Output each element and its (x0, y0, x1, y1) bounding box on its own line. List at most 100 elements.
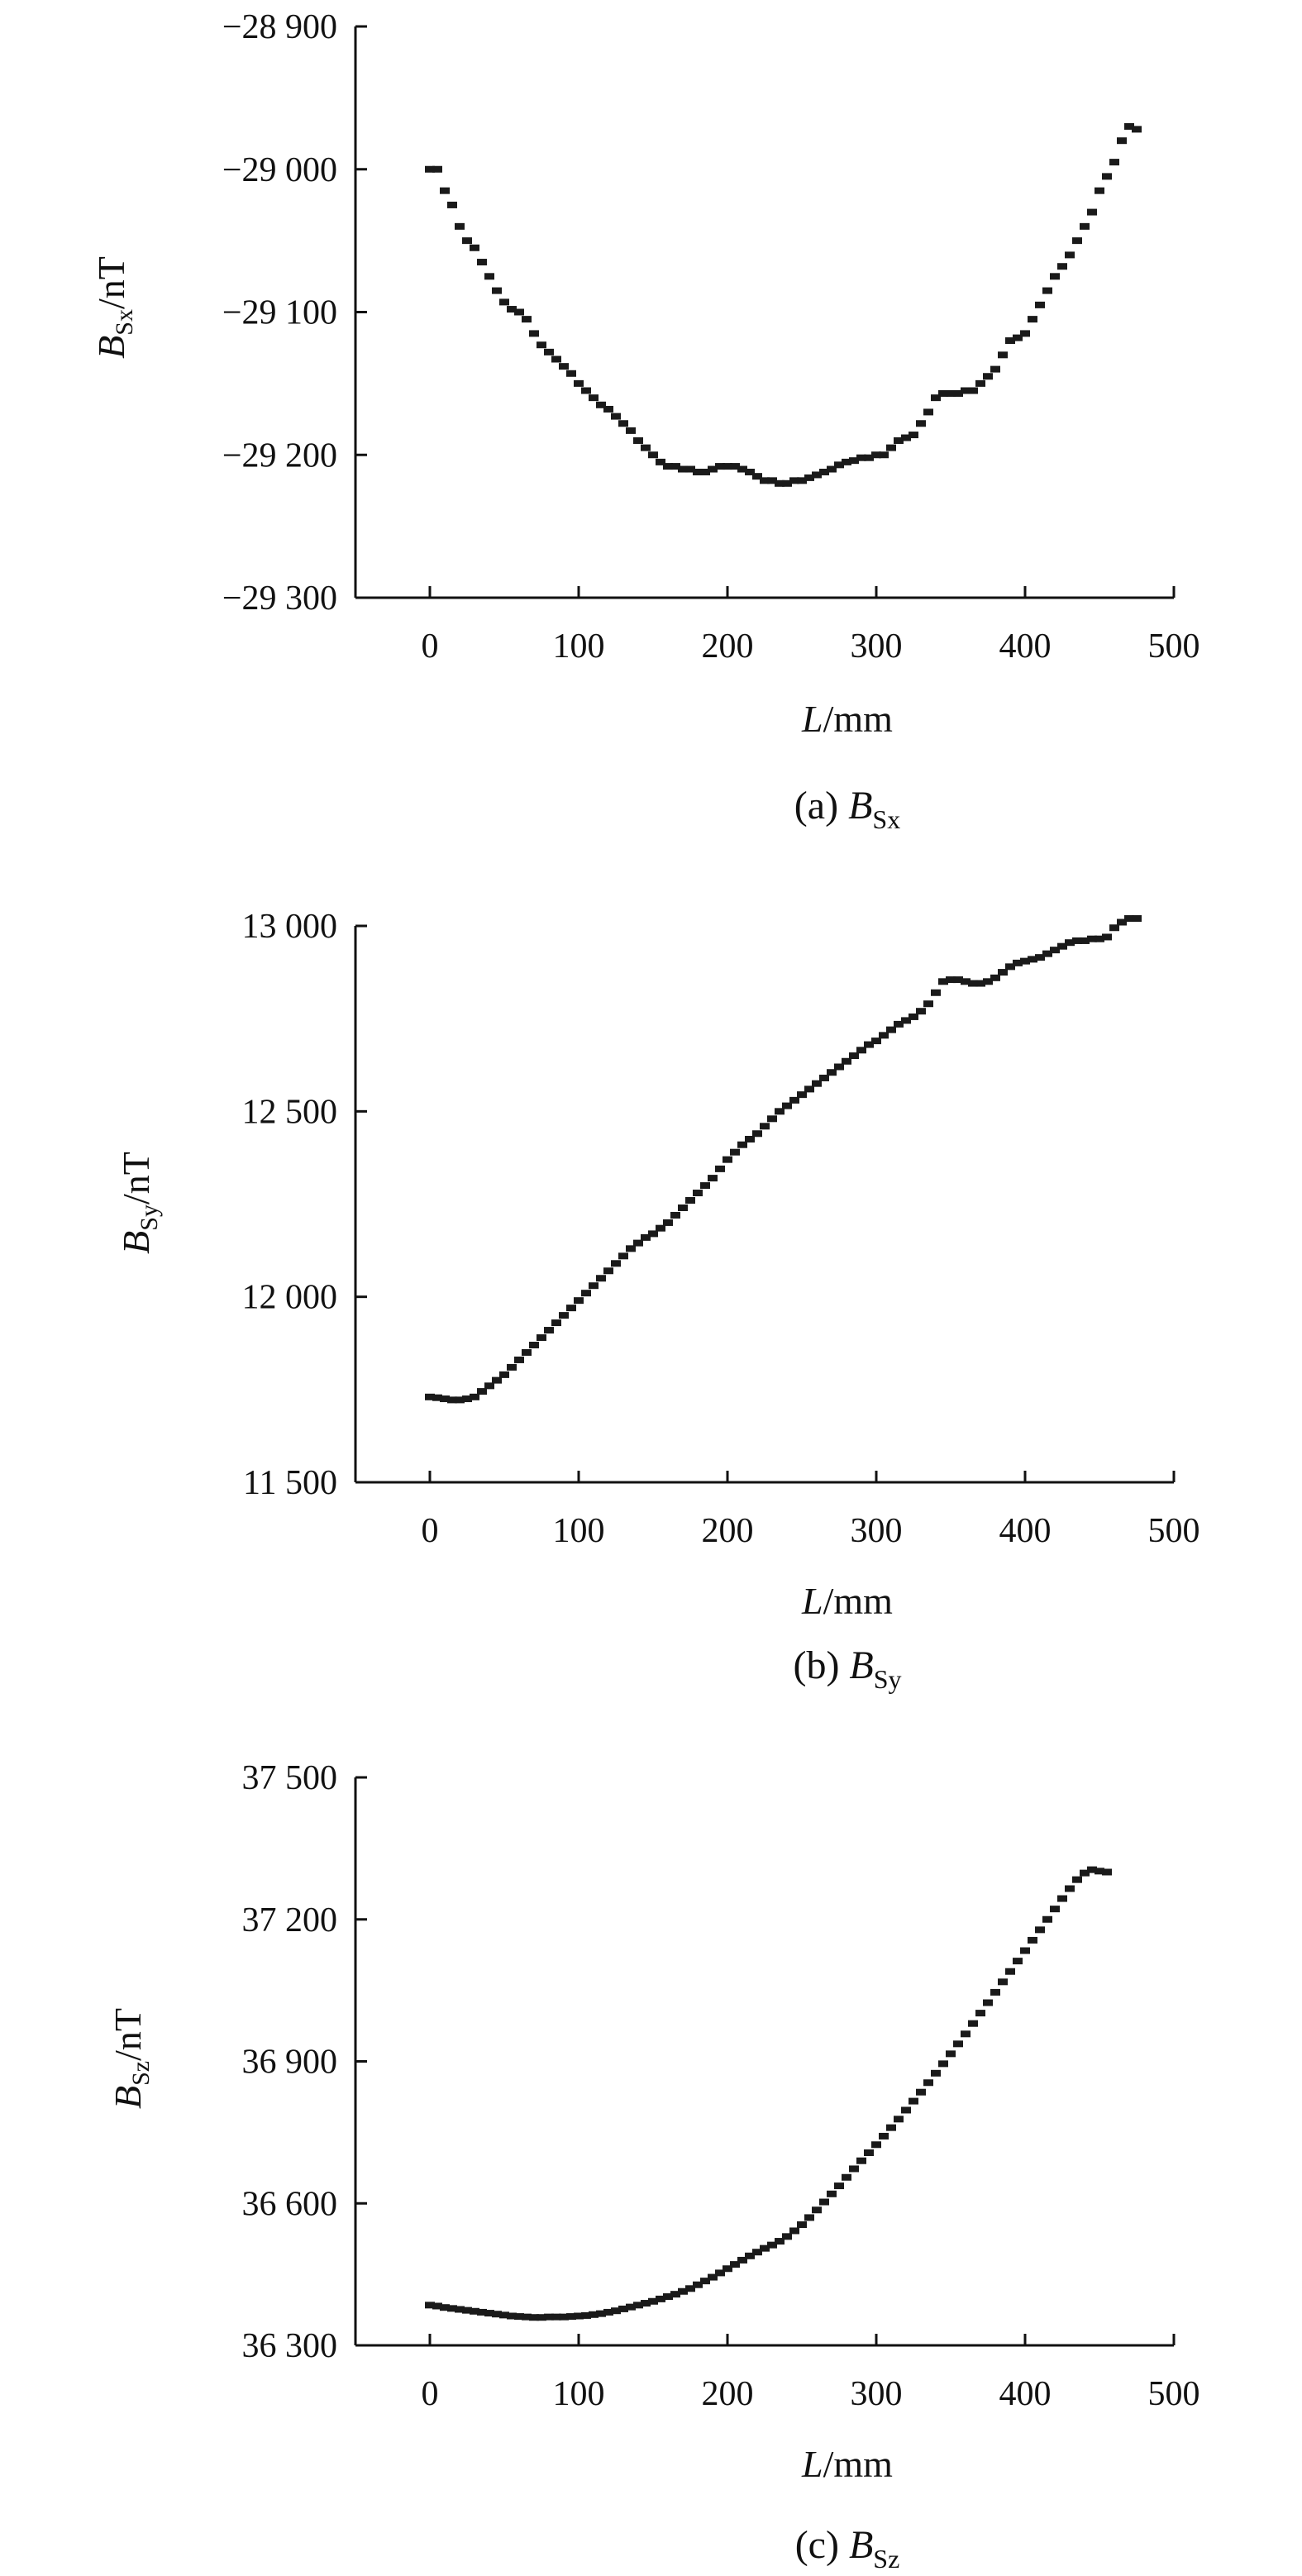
data-point (849, 1052, 859, 1060)
data-point (923, 408, 933, 416)
y-tick-label: −29 200 (222, 436, 337, 475)
y-axis-label-subscript: Sz (127, 2061, 155, 2086)
data-point (1005, 337, 1015, 345)
x-tick-label: 500 (1148, 1512, 1200, 1550)
data-point (782, 479, 792, 487)
data-point (440, 1395, 450, 1403)
data-point (544, 1327, 554, 1334)
y-tick-label: 11 500 (243, 1464, 337, 1502)
data-point (782, 2233, 792, 2240)
data-point (990, 1988, 1000, 1996)
data-point (477, 2308, 487, 2316)
x-tick-label: 300 (851, 1512, 903, 1550)
data-point (626, 427, 636, 434)
data-point (1095, 187, 1104, 194)
data-point (931, 989, 941, 996)
data-point (1087, 935, 1097, 942)
x-tick-label: 200 (702, 1512, 754, 1550)
data-point (864, 1041, 874, 1048)
y-axis-label-subscript: Sy (136, 1205, 163, 1231)
data-point (1087, 1866, 1097, 1873)
data-point (581, 2311, 591, 2319)
data-point (678, 2287, 688, 2295)
data-point (737, 1141, 747, 1148)
data-point (1087, 208, 1097, 216)
data-point (641, 2300, 651, 2307)
data-point (529, 1341, 539, 1348)
data-point (737, 2256, 747, 2264)
data-point (693, 468, 703, 475)
caption-subscript: Sy (874, 1664, 902, 1694)
data-point (656, 458, 665, 465)
data-point (983, 1999, 993, 2006)
chart-bsx: −29 300 −29 200 −29 100 −29 000 −28 900 0 100 2… (90, 8, 1200, 834)
data-point (842, 2173, 851, 2181)
data-point (1057, 1895, 1067, 1902)
data-point (611, 1260, 621, 1267)
data-point (1013, 1958, 1023, 1965)
data-point (1124, 915, 1134, 923)
data-point (775, 479, 785, 487)
data-point (901, 2106, 911, 2114)
data-point (678, 465, 688, 473)
y-tick-label: −29 300 (222, 580, 337, 618)
data-point (462, 2306, 472, 2314)
data-point (767, 477, 777, 484)
x-axis-label: L/mm (801, 1580, 893, 1622)
data-point (864, 454, 874, 461)
data-point (886, 1026, 896, 1033)
data-point (537, 1334, 546, 1342)
data-point (1102, 173, 1112, 180)
data-point (618, 1252, 628, 1260)
data-point (544, 348, 554, 355)
data-point (1102, 933, 1112, 941)
data-point (715, 463, 725, 470)
data-point (804, 2214, 814, 2221)
caption-prefix: (a) (794, 784, 848, 828)
data-point (432, 1394, 442, 1401)
data-point (789, 2227, 799, 2235)
y-tick-label: 12 500 (242, 1093, 338, 1131)
data-point (834, 1063, 844, 1071)
data-point (1005, 1968, 1015, 1975)
data-point (998, 1978, 1008, 1986)
data-point (470, 244, 479, 251)
data-point (1020, 330, 1030, 337)
subfigure-caption: (c) BSz (795, 2523, 900, 2574)
data-point (819, 2198, 829, 2206)
x-axis-label-symbol: L (801, 2443, 823, 2485)
data-point (946, 2050, 956, 2058)
data-point (432, 2302, 442, 2310)
x-tick-label: 200 (702, 2375, 754, 2413)
data-point (1028, 316, 1037, 323)
data-point (537, 2314, 546, 2321)
data-point (514, 2313, 524, 2321)
caption-prefix: (b) (793, 1643, 849, 1687)
y-tick-label: 36 600 (242, 2185, 338, 2223)
data-point (1050, 947, 1060, 954)
chart-bsz: 36 300 36 600 36 900 37 200 37 500 0 100 200 300… (107, 1759, 1200, 2574)
data-point (730, 1148, 740, 1156)
data-point (760, 477, 770, 484)
data-point (596, 401, 606, 408)
data-point (990, 365, 1000, 373)
data-point (909, 432, 918, 439)
data-point (656, 2295, 665, 2302)
data-point (946, 389, 956, 397)
x-axis-label: L/mm (801, 698, 893, 740)
data-point (1117, 918, 1127, 926)
data-point (566, 1305, 576, 1312)
data-point (886, 444, 896, 451)
data-point (1035, 301, 1045, 308)
data-point (789, 477, 799, 484)
data-point (455, 2306, 465, 2313)
data-point (663, 1219, 673, 1226)
y-axis-label: BSy/nT (115, 1152, 163, 1254)
data-point (723, 2265, 732, 2273)
data-point (574, 1297, 584, 1305)
data-point (938, 2060, 948, 2068)
data-point (1124, 122, 1134, 130)
data-point (492, 1376, 502, 1384)
caption-symbol: B (849, 1643, 873, 1687)
data-point (916, 2088, 926, 2096)
